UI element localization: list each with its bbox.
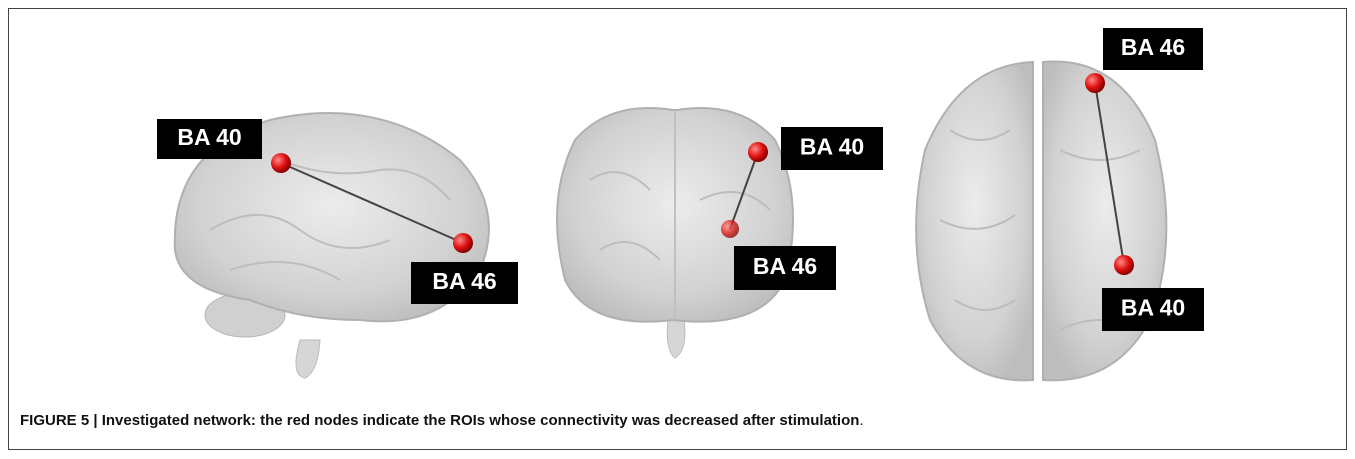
caption-end: .	[859, 412, 863, 429]
figure: BA 40 BA 46 BA 40 BA 46 BA 46 BA 40 FIGU…	[0, 0, 1355, 459]
brain-frontal: BA 40 BA 46	[557, 108, 883, 358]
roi-label: BA 40	[177, 124, 241, 150]
brain-top: BA 46 BA 40	[916, 28, 1204, 380]
caption: FIGURE 5 | Investigated network: the red…	[20, 412, 864, 429]
roi-label: BA 46	[432, 268, 496, 294]
roi-label: BA 40	[1121, 295, 1185, 321]
roi-label: BA 40	[800, 134, 864, 160]
roi-label: BA 46	[1121, 34, 1185, 60]
roi-label: BA 46	[753, 253, 817, 279]
brain-lateral: BA 40 BA 46	[157, 113, 518, 378]
caption-bold: FIGURE 5 | Investigated network: the red…	[20, 412, 859, 429]
